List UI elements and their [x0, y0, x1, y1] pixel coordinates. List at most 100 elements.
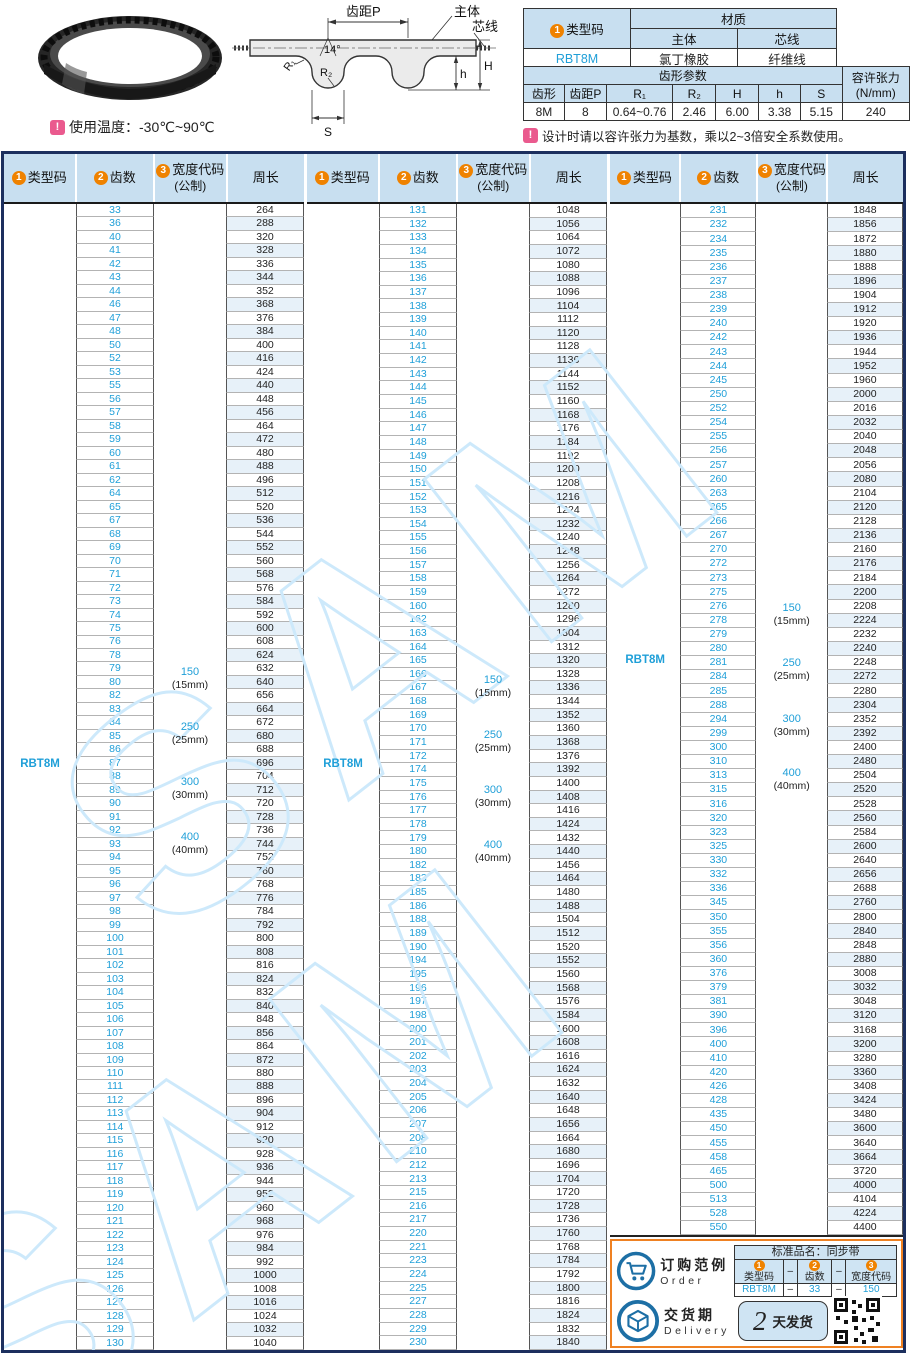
circumference-cell: 3664 — [826, 1150, 903, 1165]
size-table-header: 1 类型码 2 齿数 3 宽度代码 (公制) 周长 — [4, 154, 304, 204]
table-row: 182 1456 — [307, 858, 607, 873]
teeth-cell: 390 — [680, 1009, 757, 1024]
circumference-cell: 816 — [226, 959, 304, 973]
table-row: 43 344 — [4, 271, 304, 285]
teeth-cell: 276 — [680, 599, 757, 614]
circumference-cell: 4104 — [826, 1192, 903, 1207]
teeth-cell: 255 — [680, 430, 757, 445]
width-cell — [457, 872, 529, 887]
width-cell — [457, 681, 529, 696]
teeth-cell: 93 — [76, 837, 154, 852]
width-cell — [457, 913, 529, 927]
teeth-cell: 234 — [680, 232, 757, 247]
circumference-cell: 1296 — [529, 613, 607, 627]
width-cell — [154, 244, 226, 258]
param-value: 6.00 — [715, 102, 760, 121]
param-value: 8 — [563, 102, 607, 121]
table-row: 330 2640 — [610, 853, 903, 868]
table-row: 133 1064 — [307, 231, 607, 245]
width-cell — [154, 554, 226, 569]
circumference-cell: 1480 — [529, 886, 607, 900]
teeth-cell: 265 — [680, 500, 757, 515]
table-row: 166 1328 — [307, 667, 607, 682]
type-cell — [307, 1063, 379, 1077]
teeth-cell: 125 — [76, 1269, 154, 1283]
param-header: R₁ — [605, 84, 674, 103]
table-row: 75 600 — [4, 622, 304, 636]
teeth-cell: 217 — [379, 1213, 457, 1228]
width-cell — [457, 599, 529, 614]
circumference-cell: 336 — [226, 257, 304, 272]
width-code-entry: 250 (25mm) — [154, 721, 226, 746]
teeth-cell: 252 — [680, 401, 757, 416]
circumference-cell: 592 — [226, 608, 304, 623]
size-table-1: 1 类型码 2 齿数 3 宽度代码 (公制) 周长 33 264 36 288 40 320 41 3… — [4, 154, 304, 1351]
circumference-cell: 1144 — [529, 367, 607, 382]
table-row: 82 656 — [4, 689, 304, 703]
teeth-cell: 228 — [379, 1308, 457, 1323]
teeth-cell: 118 — [76, 1174, 154, 1189]
table-row: 92 736 — [4, 824, 304, 838]
table-row: 178 1424 — [307, 817, 607, 832]
type-cell — [307, 899, 379, 914]
teeth-cell: 176 — [379, 790, 457, 805]
teeth-cell: 133 — [379, 231, 457, 245]
teeth-cell: 160 — [379, 599, 457, 614]
header-circumference: 周长 — [227, 154, 304, 202]
size-table-3: 1 类型码 2 齿数 3 宽度代码 (公制) 周长 231 1848 232 1856 234 1… — [610, 154, 903, 1350]
table-row: 119 952 — [4, 1188, 304, 1202]
teeth-cell: 171 — [379, 735, 457, 750]
table-row: 376 3008 — [610, 966, 903, 981]
width-cell — [756, 980, 827, 995]
type-cell — [4, 217, 76, 231]
size-table-body: 131 1048 132 1056 133 1064 134 1072 135 1080 136 10… — [307, 204, 607, 1350]
table-row: 217 1736 — [307, 1213, 607, 1228]
circumference-cell: 912 — [226, 1120, 304, 1135]
width-cell — [457, 1022, 529, 1037]
width-code-entry: 400 (40mm) — [154, 831, 226, 856]
table-row: 177 1416 — [307, 804, 607, 818]
delivery-title-en: Delivery — [664, 1325, 730, 1337]
width-cell — [154, 797, 226, 811]
table-row: 240 1920 — [610, 317, 903, 332]
width-cell — [457, 1008, 529, 1023]
circumference-cell: 1408 — [529, 790, 607, 805]
teeth-cell: 223 — [379, 1254, 457, 1268]
label-pitch: 齿距P — [346, 4, 381, 19]
table-row: 152 1216 — [307, 490, 607, 505]
circumference-cell: 384 — [226, 325, 304, 339]
width-code-mm: (25mm) — [171, 733, 209, 746]
teeth-cell: 178 — [379, 817, 457, 832]
teeth-cell: 121 — [76, 1215, 154, 1229]
width-cell — [457, 272, 529, 286]
width-cell — [457, 1104, 529, 1118]
table-row: 120 960 — [4, 1201, 304, 1216]
teeth-cell: 229 — [379, 1322, 457, 1337]
width-cell — [457, 367, 529, 382]
table-row: 175 1400 — [307, 776, 607, 791]
type-cell — [4, 500, 76, 515]
table-row: 223 1784 — [307, 1254, 607, 1268]
circumference-cell: 856 — [226, 1026, 304, 1041]
circumference-cell: 1880 — [826, 246, 903, 261]
teeth-cell: 128 — [76, 1309, 154, 1324]
circumference-cell: 872 — [226, 1053, 304, 1067]
width-cell — [756, 712, 827, 727]
teeth-cell: 154 — [379, 517, 457, 532]
teeth-cell: 278 — [680, 613, 757, 628]
type-cell — [307, 504, 379, 518]
teeth-cell: 135 — [379, 258, 457, 273]
type-cell — [307, 1131, 379, 1146]
table-row: 285 2280 — [610, 684, 903, 699]
circumference-cell: 944 — [226, 1174, 304, 1189]
type-cell — [610, 882, 681, 897]
table-row: 158 1264 — [307, 572, 607, 586]
width-code-number: 150 — [483, 673, 503, 686]
width-cell — [756, 331, 827, 346]
width-cell — [756, 1178, 827, 1193]
type-cell — [4, 1215, 76, 1229]
width-cell — [756, 204, 827, 219]
table-row: 47 376 — [4, 311, 304, 326]
table-row: 232 1856 — [610, 218, 903, 233]
type-cell — [610, 1178, 681, 1193]
